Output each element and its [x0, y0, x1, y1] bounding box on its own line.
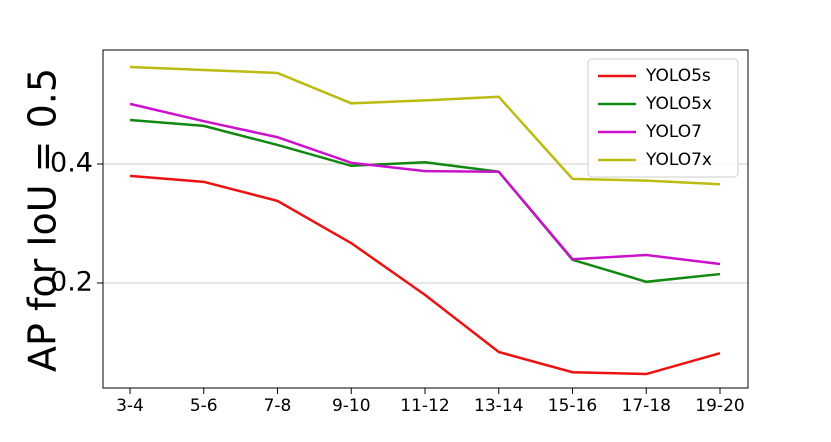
x-tick-label: 19-20: [695, 396, 744, 416]
x-tick-label: 9-10: [332, 396, 371, 416]
legend-box: [587, 58, 739, 178]
y-tick-label: 0.4: [50, 147, 93, 178]
x-tick-label: 15-16: [548, 396, 597, 416]
legend-label: YOLO5x: [645, 94, 712, 114]
x-tick-label: 11-12: [400, 396, 449, 416]
x-tick-label: 17-18: [622, 396, 671, 416]
line: [129, 118, 721, 284]
x-tick-label: 13-14: [474, 396, 523, 416]
x-tick-label: 3-4: [116, 396, 144, 416]
legend-label: YOLO7x: [645, 150, 712, 170]
x-tick-label: 7-8: [264, 396, 292, 416]
line: [129, 174, 721, 376]
line: [129, 65, 721, 186]
legend-label: YOLO5s: [645, 66, 711, 86]
legend-label: YOLO7: [645, 122, 702, 142]
line: [129, 102, 721, 266]
y-axis-label: AP for IoU = 0.5: [21, 68, 65, 372]
x-tick-label: 5-6: [190, 396, 218, 416]
y-tick-label: 0.2: [50, 266, 93, 297]
